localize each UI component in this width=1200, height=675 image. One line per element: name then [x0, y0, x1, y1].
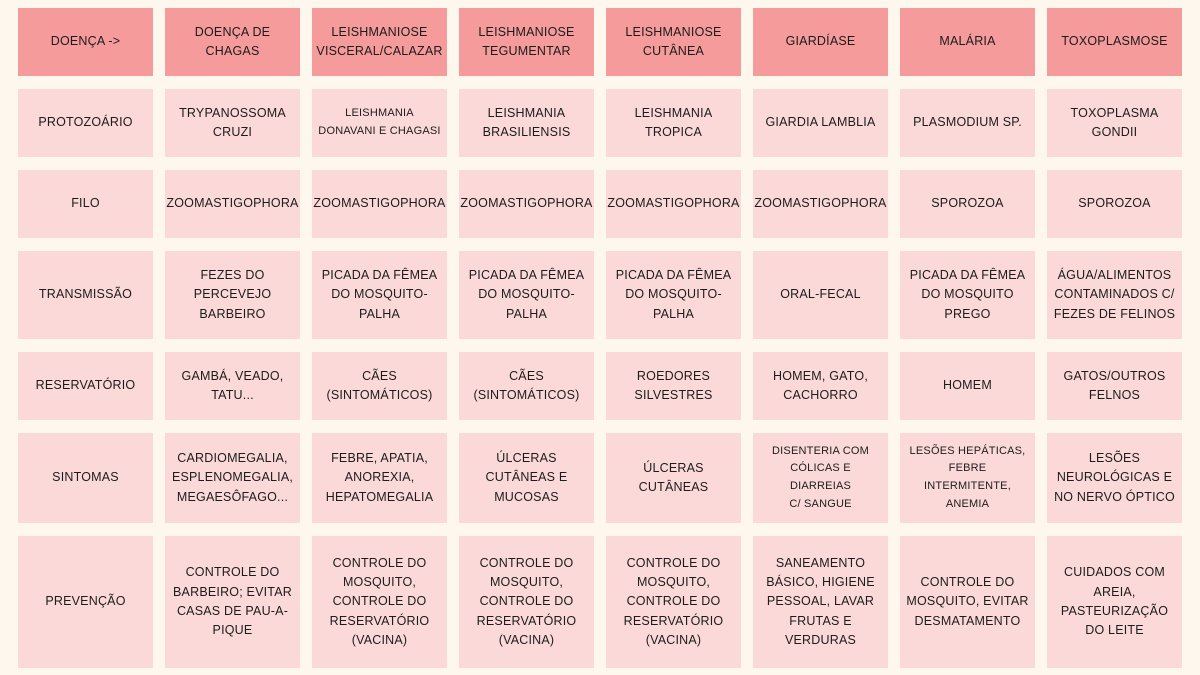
- cell-protozoario-leish-tegumentar: Leishmania brasiliensis: [459, 89, 594, 157]
- cell-filo-giardiase: Zoomastigophora: [753, 170, 888, 238]
- cell-filo-leish-cutanea: Zoomastigophora: [606, 170, 741, 238]
- cell-sintomas-toxoplasmose: Lesões neurológicas e no nervo óptico: [1047, 433, 1182, 523]
- cell-sintomas-leish-cutanea: Úlceras cutâneas: [606, 433, 741, 523]
- row-label-protozoario: Protozoário: [18, 89, 153, 157]
- cell-filo-leish-tegumentar: Zoomastigophora: [459, 170, 594, 238]
- header-disease-giardiase: Giardíase: [753, 8, 888, 76]
- cell-protozoario-leish-visceral: Leishmania donavani e chagasi: [312, 89, 447, 157]
- cell-sintomas-giardiase: Disenteria com cólicas e diarreias c/ sa…: [753, 433, 888, 523]
- cell-prevencao-chagas: Controle do barbeiro; evitar casas de pa…: [165, 536, 300, 668]
- cell-prevencao-giardiase: Saneamento básico, higiene pessoal, lava…: [753, 536, 888, 668]
- parasitology-table: Doença -> Doença de Chagas Leishmaniose …: [18, 8, 1182, 668]
- header-disease-malaria: Malária: [900, 8, 1035, 76]
- cell-filo-chagas: Zoomastigophora: [165, 170, 300, 238]
- cell-protozoario-malaria: Plasmodium sp.: [900, 89, 1035, 157]
- cell-protozoario-giardiase: Giardia lamblia: [753, 89, 888, 157]
- cell-protozoario-chagas: Trypanossoma cruzi: [165, 89, 300, 157]
- cell-reservatorio-chagas: Gambá, veado, tatu...: [165, 352, 300, 420]
- row-label-filo: Filo: [18, 170, 153, 238]
- cell-sintomas-malaria: Lesões hepáticas, febre intermitente, an…: [900, 433, 1035, 523]
- cell-sintomas-leish-visceral: Febre, apatia, anorexia, hepatomegalia: [312, 433, 447, 523]
- cell-filo-toxoplasmose: Sporozoa: [1047, 170, 1182, 238]
- row-label-prevencao: Prevenção: [18, 536, 153, 668]
- header-disease-leish-cutanea: Leishmaniose Cutânea: [606, 8, 741, 76]
- row-label-reservatorio: Reservatório: [18, 352, 153, 420]
- header-disease-leish-tegumentar: Leishmaniose Tegumentar: [459, 8, 594, 76]
- cell-reservatorio-leish-cutanea: Roedores silvestres: [606, 352, 741, 420]
- cell-reservatorio-malaria: Homem: [900, 352, 1035, 420]
- cell-prevencao-leish-cutanea: Controle do mosquito, controle do reserv…: [606, 536, 741, 668]
- header-corner-cell: Doença ->: [18, 8, 153, 76]
- cell-protozoario-leish-cutanea: Leishmania tropica: [606, 89, 741, 157]
- cell-transmissao-giardiase: Oral-fecal: [753, 251, 888, 339]
- cell-transmissao-leish-cutanea: Picada da fêmea do mosquito- palha: [606, 251, 741, 339]
- cell-transmissao-malaria: Picada da fêmea do mosquito prego: [900, 251, 1035, 339]
- row-label-transmissao: Transmissão: [18, 251, 153, 339]
- header-disease-chagas: Doença de Chagas: [165, 8, 300, 76]
- header-disease-toxoplasmose: Toxoplasmose: [1047, 8, 1182, 76]
- cell-transmissao-leish-tegumentar: Picada da fêmea do mosquito- palha: [459, 251, 594, 339]
- cell-reservatorio-giardiase: Homem, gato, cachorro: [753, 352, 888, 420]
- cell-transmissao-toxoplasmose: Água/alimentos contaminados c/ fezes de …: [1047, 251, 1182, 339]
- cell-transmissao-leish-visceral: Picada da fêmea do mosquito- palha: [312, 251, 447, 339]
- cell-prevencao-toxoplasmose: Cuidados com areia, pasteurização do lei…: [1047, 536, 1182, 668]
- cell-sintomas-chagas: Cardiomegalia, esplenomegalia, megaesôfa…: [165, 433, 300, 523]
- cell-filo-leish-visceral: Zoomastigophora: [312, 170, 447, 238]
- cell-transmissao-chagas: Fezes do percevejo barbeiro: [165, 251, 300, 339]
- cell-reservatorio-leish-tegumentar: Cães (sintomáticos): [459, 352, 594, 420]
- row-label-sintomas: Sintomas: [18, 433, 153, 523]
- cell-sintomas-leish-tegumentar: Úlceras cutâneas e mucosas: [459, 433, 594, 523]
- cell-reservatorio-toxoplasmose: Gatos/outros felnos: [1047, 352, 1182, 420]
- cell-protozoario-toxoplasmose: Toxoplasma gondii: [1047, 89, 1182, 157]
- cell-filo-malaria: Sporozoa: [900, 170, 1035, 238]
- header-disease-leish-visceral: Leishmaniose Visceral/Calazar: [312, 8, 447, 76]
- cell-prevencao-malaria: Controle do mosquito, evitar desmatament…: [900, 536, 1035, 668]
- cell-prevencao-leish-tegumentar: Controle do mosquito, controle do reserv…: [459, 536, 594, 668]
- cell-prevencao-leish-visceral: Controle do mosquito, controle do reserv…: [312, 536, 447, 668]
- cell-reservatorio-leish-visceral: Cães (sintomáticos): [312, 352, 447, 420]
